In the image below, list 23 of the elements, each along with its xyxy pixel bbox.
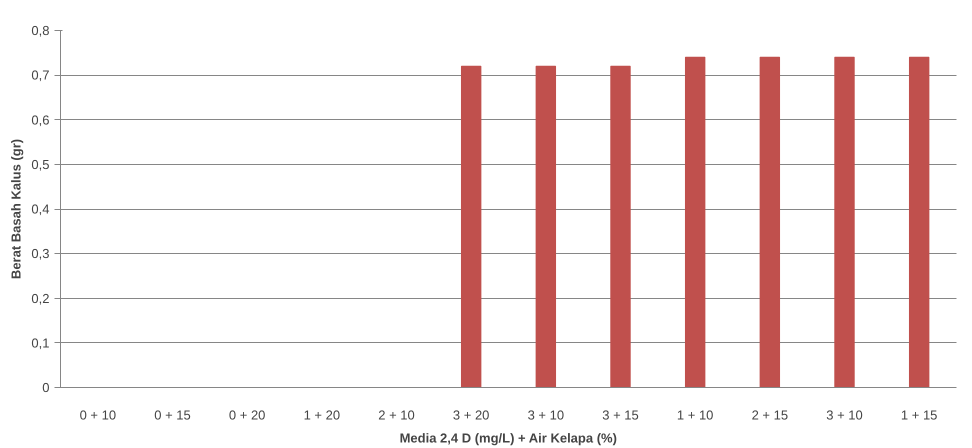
y-tick-label: 0,7: [31, 68, 50, 83]
x-tick-label: 3 + 10: [528, 408, 564, 422]
x-tick-label: 3 + 10: [826, 408, 863, 422]
y-axis-title: Berat Basah Kalus (gr): [8, 138, 24, 280]
x-tick-label: 3 + 15: [602, 408, 639, 422]
x-tick-label: 0 + 20: [228, 408, 266, 422]
y-tick-label: 0,4: [31, 202, 50, 216]
x-tick-label: 1 + 10: [676, 408, 714, 422]
y-tick-label: 0,8: [31, 23, 50, 38]
y-tick-label: 0: [42, 380, 50, 395]
y-tick-label: 0,3: [31, 246, 50, 262]
x-tick-label: 1 + 20: [304, 408, 340, 422]
y-tick-label: 0,1: [31, 335, 50, 350]
y-tick-label: 0,2: [31, 290, 50, 306]
y-tick-label: 0,5: [31, 156, 50, 172]
x-tick-label: 1 + 15: [900, 408, 938, 422]
x-tick-label: 0 + 15: [154, 408, 191, 422]
x-axis-title: Media 2,4 D (mg/L) + Air Kelapa (%): [400, 430, 617, 446]
x-tick-label: 0 + 10: [80, 408, 116, 422]
x-tick-label: 3 + 20: [452, 408, 490, 422]
x-tick-label: 2 + 15: [752, 408, 788, 422]
y-tick-label: 0,6: [31, 112, 50, 128]
x-tick-label: 2 + 10: [378, 408, 415, 422]
